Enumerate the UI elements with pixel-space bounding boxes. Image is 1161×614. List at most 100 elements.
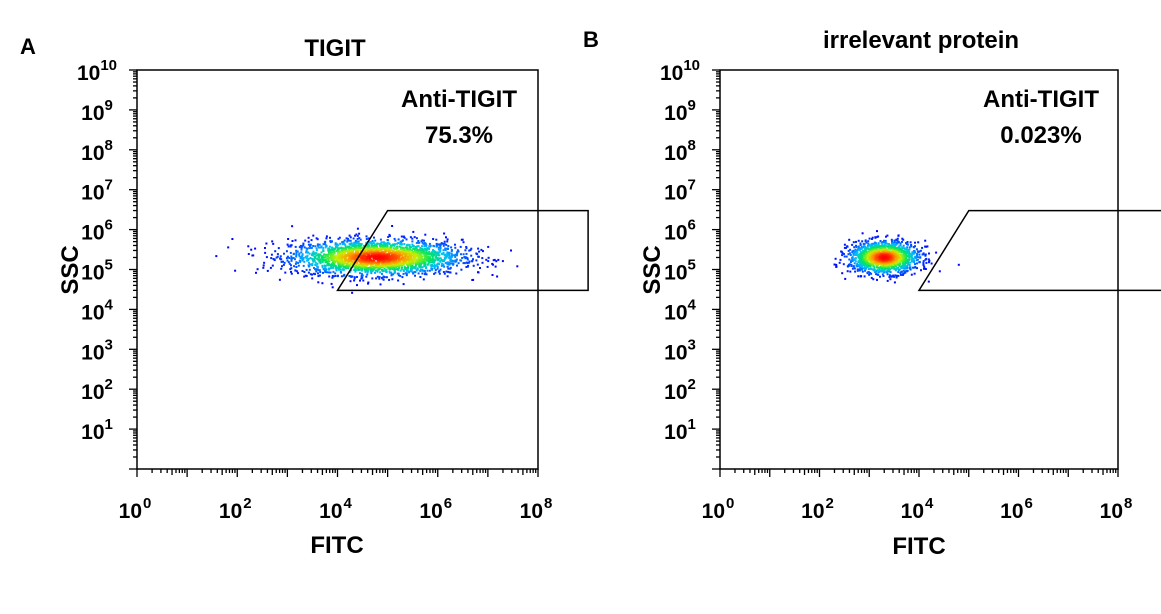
event-dot <box>287 238 290 240</box>
event-dot <box>849 254 852 256</box>
event-dot <box>891 244 894 247</box>
event-dot <box>844 277 847 280</box>
event-dot <box>356 242 359 245</box>
event-dot <box>403 236 406 239</box>
event-dot <box>362 251 365 254</box>
panel-label: A <box>20 34 36 59</box>
event-dot <box>316 238 319 241</box>
event-dot <box>325 235 328 238</box>
event-dot <box>371 240 374 242</box>
event-dot <box>459 245 462 248</box>
event-dot <box>923 267 925 270</box>
event-dot <box>319 253 322 256</box>
event-dot <box>366 253 369 256</box>
event-dot <box>420 258 423 261</box>
event-dot <box>908 258 911 261</box>
event-dot <box>414 246 417 248</box>
x-tick-label: 106 <box>419 495 452 523</box>
event-dot <box>381 246 384 249</box>
event-dot <box>334 272 337 275</box>
event-dot <box>448 254 451 257</box>
event-dot <box>321 264 324 267</box>
event-dot <box>317 269 320 272</box>
event-dot <box>311 259 314 262</box>
x-tick-label: 106 <box>1000 495 1033 523</box>
event-dot <box>343 262 346 265</box>
event-dot <box>864 256 867 259</box>
event-dot <box>881 243 884 246</box>
event-dot <box>380 246 383 249</box>
event-dot <box>397 274 400 277</box>
event-dot <box>383 276 386 279</box>
event-dot <box>286 259 289 262</box>
event-dot <box>425 244 428 247</box>
event-dot <box>425 249 428 252</box>
event-dot <box>276 253 279 256</box>
event-dot <box>341 251 344 254</box>
event-dot <box>365 255 368 258</box>
y-tick-label: 109 <box>664 97 696 125</box>
event-dot <box>448 271 451 274</box>
event-dot <box>903 267 906 270</box>
event-dot <box>870 251 872 254</box>
event-dot <box>922 260 925 263</box>
event-dot <box>445 243 448 246</box>
y-tick-label: 103 <box>81 336 113 364</box>
event-dot <box>301 270 304 272</box>
event-dot <box>282 263 285 266</box>
event-dot <box>890 275 893 278</box>
event-dot <box>433 263 436 266</box>
event-dot <box>408 246 411 249</box>
event-dot <box>877 242 880 245</box>
event-dot <box>310 246 313 249</box>
event-dot <box>850 263 853 266</box>
event-dot <box>871 260 874 263</box>
event-dot <box>353 241 356 244</box>
event-dot <box>898 268 901 271</box>
event-dot <box>413 266 416 269</box>
event-dot <box>905 247 908 250</box>
event-dot <box>354 240 357 243</box>
event-dot <box>346 266 349 269</box>
event-dot <box>324 245 327 248</box>
event-dot <box>905 242 907 245</box>
event-dot <box>419 268 422 271</box>
event-dot <box>435 242 438 245</box>
event-dot <box>903 270 906 273</box>
event-dot <box>393 237 396 240</box>
event-dot <box>406 255 409 258</box>
event-dot <box>400 235 403 238</box>
event-dot <box>852 241 855 244</box>
event-dot <box>935 251 938 254</box>
event-dot <box>314 273 316 276</box>
event-dot <box>924 253 927 256</box>
y-tick-label: 103 <box>664 336 696 364</box>
event-dot <box>273 258 276 261</box>
event-dot <box>314 268 317 271</box>
y-tick-label: 101 <box>664 416 696 444</box>
event-dot <box>309 243 312 246</box>
event-dot <box>391 255 394 258</box>
event-dot <box>336 274 339 277</box>
event-dot <box>867 271 870 273</box>
event-dot <box>389 255 392 258</box>
event-dot <box>877 266 880 269</box>
event-dot <box>274 250 277 253</box>
event-dot <box>302 257 305 259</box>
event-dot <box>353 279 356 282</box>
event-dot <box>341 247 344 250</box>
event-dot <box>338 236 341 239</box>
event-dot <box>312 250 315 253</box>
chart-title: TIGIT <box>304 35 366 62</box>
event-dot <box>287 261 290 264</box>
event-dot <box>312 234 315 237</box>
event-dot <box>907 253 910 256</box>
event-dot <box>918 253 921 256</box>
event-dot <box>290 270 292 273</box>
event-dot <box>437 248 440 251</box>
event-dot <box>440 264 443 267</box>
event-dot <box>369 252 372 255</box>
event-dot <box>873 257 875 260</box>
event-dot <box>277 247 280 250</box>
